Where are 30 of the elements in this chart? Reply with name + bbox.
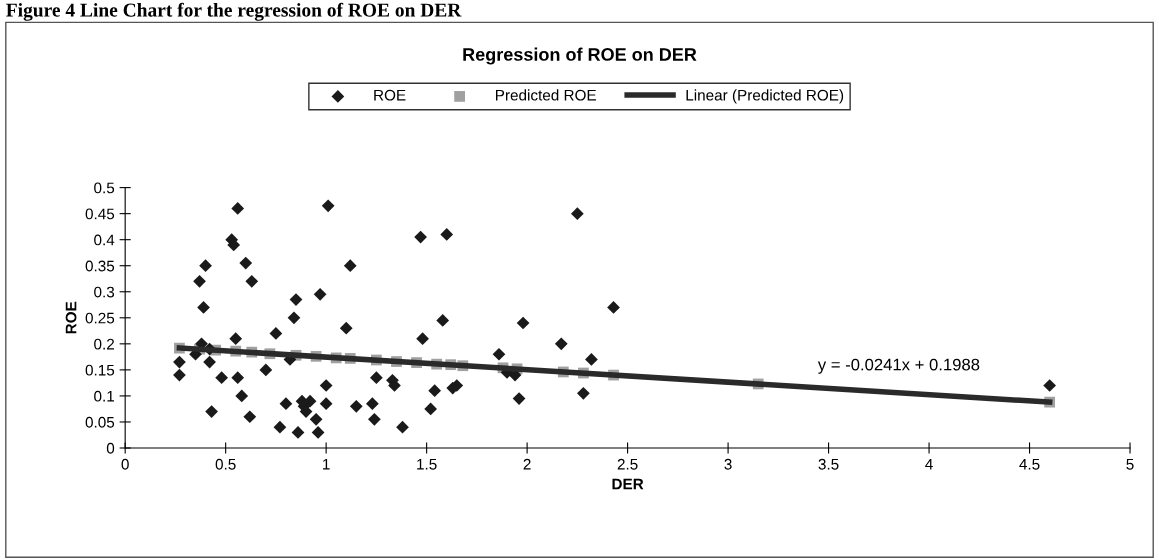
x-tick-label: 2.5	[617, 458, 638, 470]
y-tick-label: 0.5	[94, 182, 115, 194]
x-tick-label: 1	[323, 458, 330, 470]
x-tick-label: 5	[1126, 458, 1134, 470]
y-tick-label: 0.05	[85, 416, 115, 428]
x-tick-label: 2	[523, 458, 531, 470]
y-tick-label: 0.35	[85, 260, 115, 272]
x-tick-label: 4	[925, 458, 933, 470]
chart-title: Regression of ROE on DER	[463, 47, 697, 65]
x-tick-label: 0.5	[215, 458, 236, 470]
y-tick-label: 0.1	[94, 390, 115, 402]
y-tick-label: 0	[106, 442, 115, 454]
legend-label: Predicted ROE	[496, 89, 596, 101]
x-tick-label: 3.5	[818, 458, 839, 470]
y-axis-title: ROE	[65, 301, 77, 334]
annotation: y = -0.0241x + 0.1988	[817, 358, 980, 374]
x-tick-label: 3	[724, 458, 732, 470]
y-tick-label: 0.45	[85, 208, 115, 220]
x-axis-title: DER	[612, 478, 644, 490]
y-tick-label: 0.2	[94, 338, 114, 350]
y-tick-label: 0.4	[94, 234, 115, 246]
y-tick-label: 0.15	[85, 364, 115, 376]
y-tick-label: 0.3	[94, 286, 115, 298]
x-tick-label: 0	[121, 458, 129, 470]
x-tick-label: 4.5	[1019, 458, 1040, 470]
legend-label: ROE	[374, 89, 406, 101]
x-tick-label: 1.5	[417, 458, 437, 470]
y-tick-label: 0.25	[85, 312, 115, 324]
legend-label: Linear (Predicted ROE)	[686, 89, 844, 104]
caption: Figure 4 Line Chart for the regression of ROE on DER	[6, 2, 462, 21]
